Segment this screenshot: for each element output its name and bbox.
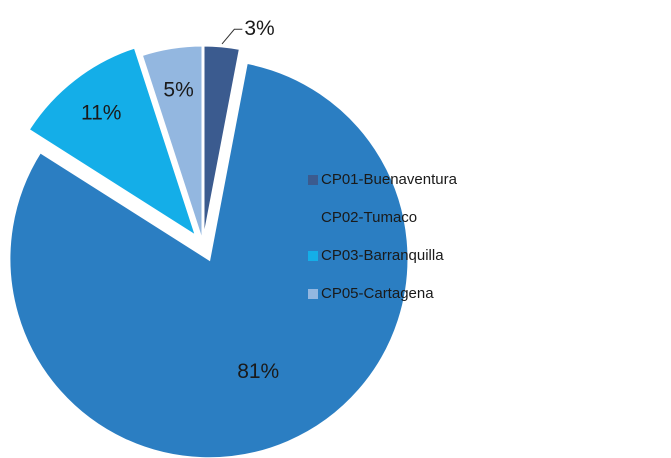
pie-slice [139, 43, 205, 246]
leader-line [221, 28, 243, 45]
legend-label: CP03-Barranquilla [321, 247, 444, 264]
data-label: 11% [81, 101, 121, 124]
legend-label: CP02-Tumaco [321, 209, 417, 226]
legend-label: CP05-Cartagena [321, 285, 434, 302]
data-label: 5% [163, 78, 193, 101]
data-label: 81% [237, 360, 279, 383]
data-label: 3% [244, 17, 274, 40]
pie-slice [7, 60, 411, 458]
legend-swatch [308, 289, 318, 299]
legend-swatch [308, 175, 318, 185]
pie-slice [25, 44, 200, 241]
legend-swatch [308, 213, 318, 223]
legend-swatch [308, 251, 318, 261]
legend-label: CP01-Buenaventura [321, 171, 458, 188]
